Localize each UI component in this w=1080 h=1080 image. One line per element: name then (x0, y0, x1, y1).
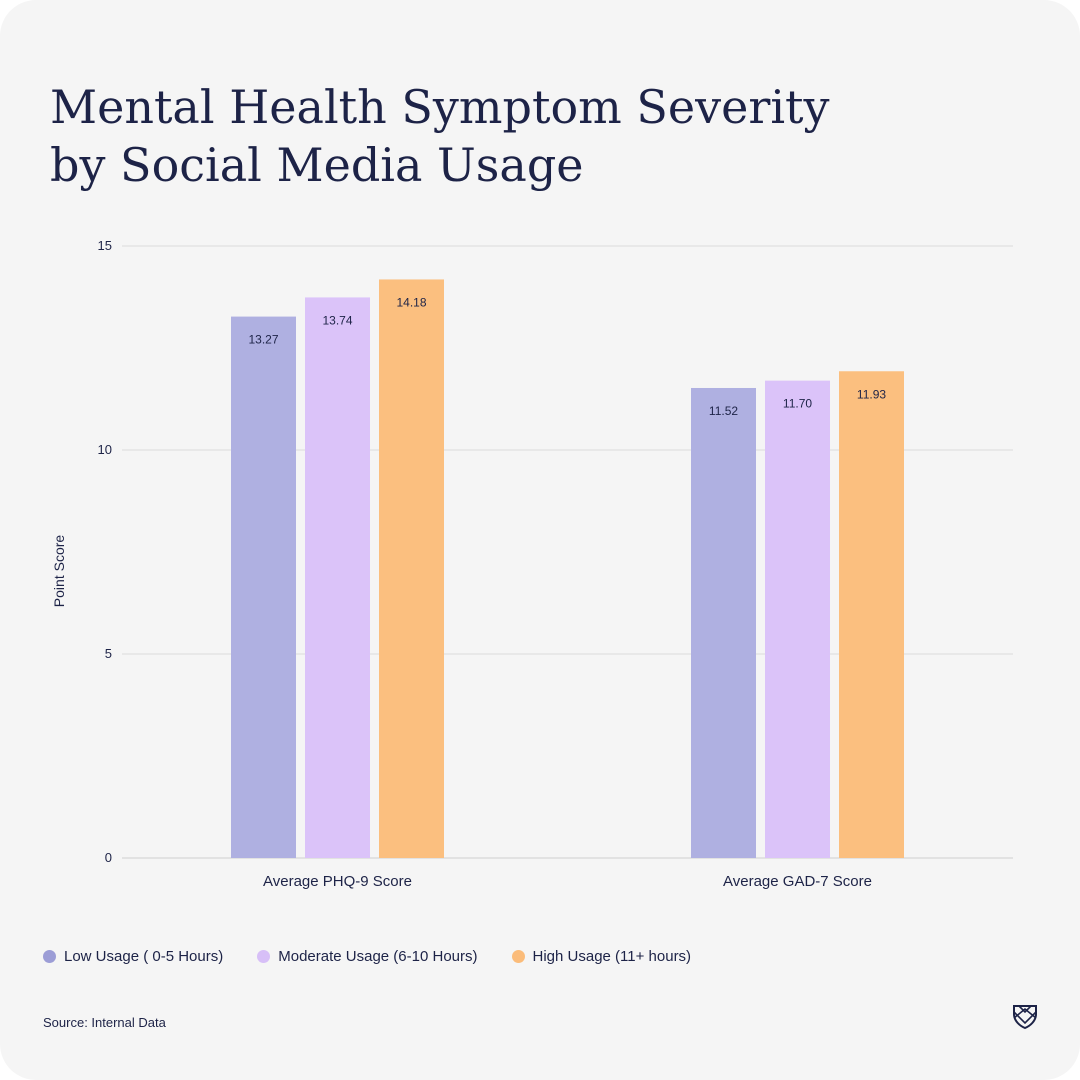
legend-swatch (511, 950, 525, 963)
bar-chart: 0 5 10 15 13.27 13.74 14.18 11.52 11.70 11.93 Av… (51, 238, 1013, 890)
bar (765, 380, 830, 858)
bar-value-label: 13.74 (322, 313, 352, 327)
y-tick-label: 15 (98, 238, 112, 253)
bar (379, 279, 444, 858)
legend-label: Low Usage ( 0-5 Hours) (64, 948, 224, 965)
bar (839, 371, 904, 858)
legend-label: Moderate Usage (6-10 Hours) (278, 948, 478, 965)
bar-value-label: 11.93 (857, 387, 886, 401)
source-note: Source: Internal Data (43, 1015, 166, 1030)
legend: Low Usage ( 0-5 Hours) Moderate Usage (6-… (43, 948, 691, 965)
title-line-2: by Social Media Usage (50, 138, 584, 192)
x-axis-categories: Average PHQ-9 Score Average GAD-7 Score (263, 873, 872, 890)
title-line-1: Mental Health Symptom Severity (50, 80, 830, 134)
y-tick-label: 0 (105, 850, 112, 865)
bar-value-label: 11.52 (709, 404, 738, 418)
y-tick-label: 10 (98, 442, 112, 457)
legend-item: Low Usage ( 0-5 Hours) (43, 948, 223, 965)
bars: 13.27 13.74 14.18 11.52 11.70 11.93 (231, 279, 904, 859)
legend-swatch (43, 950, 56, 963)
legend-item: High Usage (11+ hours) (511, 948, 692, 965)
bar-value-label: 14.18 (396, 295, 426, 309)
bar-value-label: 11.70 (783, 397, 812, 411)
legend-label: High Usage (11+ hours) (532, 948, 692, 965)
y-tick-label: 5 (105, 646, 112, 661)
chart-title: Mental Health Symptom Severity by Social… (50, 78, 950, 194)
bar (691, 387, 756, 858)
bar-value-label: 13.27 (248, 333, 278, 347)
y-axis-label: Point Score (51, 535, 67, 608)
y-axis-ticks: 0 5 10 15 (98, 238, 112, 865)
legend-item: Moderate Usage (6-10 Hours) (257, 948, 478, 965)
x-category-label: Average PHQ-9 Score (263, 873, 412, 890)
legend-swatch (257, 950, 271, 963)
bar (231, 316, 296, 859)
x-category-label: Average GAD-7 Score (723, 873, 872, 890)
bar (305, 297, 370, 859)
shield-logo-icon (1013, 1005, 1037, 1030)
